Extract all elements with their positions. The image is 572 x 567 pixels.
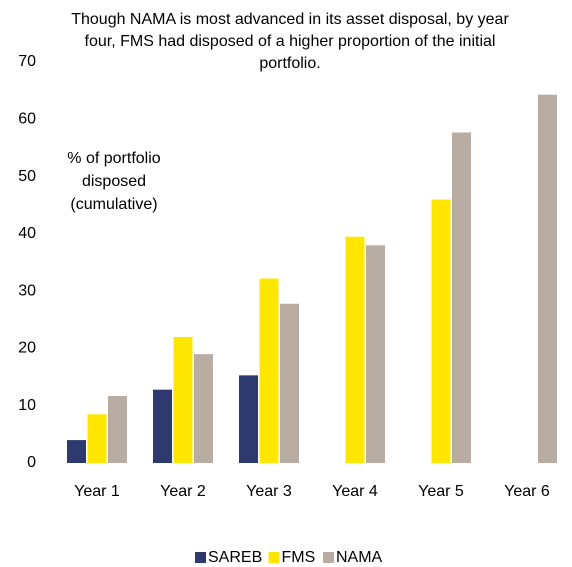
x-tick-label: Year 1 [74,483,120,500]
x-tick-label: Year 4 [332,483,378,500]
bar [259,278,279,463]
legend-swatch [195,552,206,563]
legend-label: SAREB [208,549,262,566]
y-tick-label: 0 [27,454,36,471]
bar [452,132,471,463]
bar [239,375,258,463]
bar [366,245,385,463]
y-tick-label: 10 [18,397,36,414]
bar [173,336,193,463]
bar [67,440,86,463]
bar [431,199,451,463]
legend-label: FMS [282,549,316,566]
x-tick-label: Year 2 [160,483,206,500]
bar [194,354,213,463]
x-tick-label: Year 6 [504,483,550,500]
y-tick-label: 20 [18,340,36,357]
y-tick-label: 40 [18,225,36,242]
y-tick-label: 50 [18,168,36,185]
bar [280,303,299,463]
y-tick-label: 70 [18,53,36,70]
y-tick-label: 60 [18,111,36,128]
bar [87,414,107,463]
legend-swatch [268,552,280,563]
annotation: % of portfolio disposed (cumulative) [67,150,161,213]
legend-swatch [323,552,334,563]
x-tick-label: Year 3 [246,483,292,500]
y-tick-label: 30 [18,282,36,299]
legend-label: NAMA [336,549,383,566]
bar [153,389,172,463]
bar [345,236,365,463]
chart-title: Though NAMA is most advanced in its asse… [71,11,509,72]
bar [108,395,127,463]
bar [538,94,557,463]
x-tick-label: Year 5 [418,483,464,500]
